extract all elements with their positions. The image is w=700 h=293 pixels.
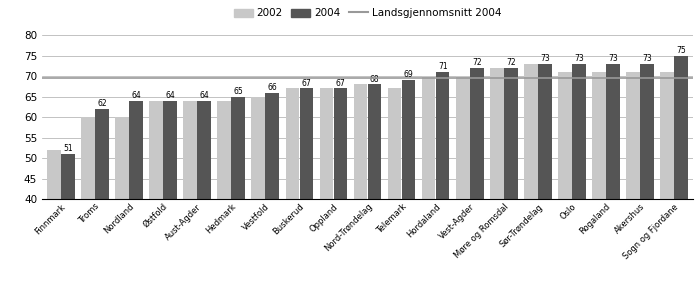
Bar: [320, 88, 333, 293]
Bar: [368, 84, 382, 293]
Text: 72: 72: [506, 58, 516, 67]
Text: 51: 51: [63, 144, 73, 153]
Bar: [149, 101, 163, 293]
Bar: [592, 72, 606, 293]
Bar: [606, 64, 620, 293]
Bar: [626, 72, 640, 293]
Bar: [163, 101, 177, 293]
Text: 69: 69: [404, 70, 414, 79]
Text: 73: 73: [574, 54, 584, 63]
Bar: [265, 93, 279, 293]
Bar: [231, 97, 245, 293]
Bar: [251, 97, 265, 293]
Bar: [572, 64, 586, 293]
Bar: [47, 150, 61, 293]
Text: 64: 64: [199, 91, 209, 100]
Bar: [286, 88, 299, 293]
Text: 71: 71: [438, 62, 447, 71]
Bar: [422, 76, 435, 293]
Bar: [490, 68, 504, 293]
Bar: [674, 56, 688, 293]
Text: 73: 73: [540, 54, 550, 63]
Bar: [470, 68, 484, 293]
Bar: [95, 109, 108, 293]
Bar: [129, 101, 143, 293]
Text: 73: 73: [643, 54, 652, 63]
Text: 64: 64: [131, 91, 141, 100]
Text: 73: 73: [608, 54, 618, 63]
Text: 62: 62: [97, 99, 106, 108]
Bar: [115, 117, 129, 293]
Bar: [61, 154, 75, 293]
Bar: [524, 64, 538, 293]
Text: 67: 67: [335, 79, 345, 88]
Bar: [354, 84, 368, 293]
Bar: [640, 64, 654, 293]
Text: 67: 67: [302, 79, 312, 88]
Bar: [558, 72, 572, 293]
Bar: [334, 88, 347, 293]
Bar: [538, 64, 552, 293]
Bar: [388, 88, 401, 293]
Bar: [456, 76, 470, 293]
Text: 68: 68: [370, 74, 379, 84]
Text: 75: 75: [676, 46, 686, 55]
Bar: [300, 88, 313, 293]
Bar: [504, 68, 517, 293]
Text: 72: 72: [472, 58, 482, 67]
Bar: [81, 117, 94, 293]
Text: 64: 64: [165, 91, 175, 100]
Legend: 2002, 2004, Landsgjennomsnitt 2004: 2002, 2004, Landsgjennomsnitt 2004: [230, 4, 505, 23]
Bar: [197, 101, 211, 293]
Bar: [436, 72, 449, 293]
Bar: [661, 72, 674, 293]
Text: 65: 65: [233, 87, 243, 96]
Bar: [402, 80, 415, 293]
Bar: [218, 101, 231, 293]
Bar: [183, 101, 197, 293]
Text: 66: 66: [267, 83, 277, 92]
